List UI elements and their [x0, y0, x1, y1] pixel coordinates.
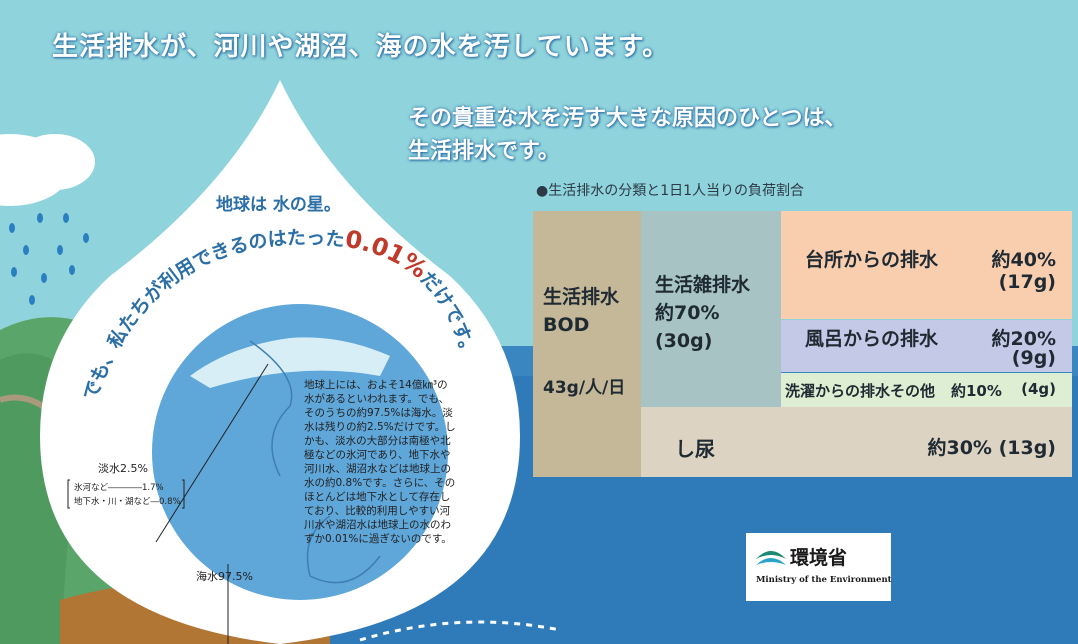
description-line: 河川水、湖沼水などは地球上の — [304, 463, 451, 475]
subhead-line-1: その貴重な水を汚す大きな原因のひとつは、 — [408, 106, 847, 131]
gray-water-line-3: (30g) — [655, 330, 713, 352]
bath-label: 風呂からの排水 — [805, 328, 939, 350]
bracket-left — [67, 479, 70, 509]
continent-outline-2 — [306, 515, 381, 584]
description-line: ずか0.01%に過ぎないのです。 — [304, 533, 452, 545]
description-line: 川水や湖沼水は地球上の水のわ — [304, 519, 451, 531]
description-line: 水の約0.8%です。さらに、その — [304, 477, 456, 489]
cell-laundry: 洗濯からの排水その他 約10% (4g) — [781, 373, 1072, 407]
description-line: かも、淡水の大部分は南極や北 — [304, 435, 451, 447]
cell-gray-water: 生活雑排水 約70% (30g) — [641, 211, 781, 407]
dotted-wave — [359, 620, 561, 642]
description-line: 極などの氷河であり、地下水や — [304, 449, 451, 461]
laundry-percent: 約10% — [951, 382, 1002, 400]
cell-domestic-wastewater-bod: 生活排水 BOD 43g/人/日 — [533, 211, 641, 477]
freshwater-label: 淡水2.5% — [98, 462, 148, 475]
kitchen-label: 台所からの排水 — [805, 249, 939, 271]
bath-percent: 約20% — [991, 328, 1056, 350]
bod-value: 43g/人/日 — [543, 378, 626, 398]
groundwater-label: 地下水・川・湖など―0.8% — [74, 496, 181, 507]
human-waste-value: 約30% (13g) — [927, 437, 1056, 459]
water-drop-figure: 地球は 水の星。 でも、私たちが利用できるのはたった0.01%だけです。 淡水2… — [40, 80, 520, 644]
laundry-grams: (4g) — [1021, 380, 1056, 398]
description-line: 地球上には、およそ14億㎞³の — [304, 379, 448, 391]
kitchen-grams: (17g) — [998, 271, 1056, 293]
description-line: そのうちの約97.5%は海水。淡 — [304, 407, 453, 419]
laundry-label: 洗濯からの排水その他 — [785, 382, 936, 400]
table-title: ●生活排水の分類と1日1人当りの負荷割合 — [536, 183, 805, 199]
subhead-line-2: 生活排水です。 — [408, 139, 560, 164]
description-line: 水があるといわれます。でも、 — [304, 393, 450, 405]
cell-kitchen: 台所からの排水 約40% (17g) — [781, 211, 1072, 319]
earth-description: 地球上には、およそ14億㎞³の 水があるといわれます。でも、 そのうちの約97.… — [304, 378, 484, 546]
gray-water-text: 生活雑排水 約70% (30g) — [655, 271, 750, 355]
bod-line-2: BOD — [543, 314, 590, 336]
description-line: 水は残りの約2.5%だけです。し — [304, 421, 456, 433]
bath-grams: (9g) — [1011, 347, 1056, 369]
rain-drops-icon — [9, 213, 89, 305]
headline: 生活排水が、河川や湖沼、海の水を汚しています。 — [52, 32, 670, 62]
ministry-logo: 環境省 Ministry of the Environment — [746, 533, 892, 601]
bod-heading: 生活排水 BOD — [543, 283, 619, 339]
glacier-label: 氷河など――――1.7% — [74, 482, 164, 493]
polar-ice — [190, 337, 390, 388]
bod-line-1: 生活排水 — [543, 286, 620, 308]
kitchen-percent: 約40% — [991, 249, 1056, 271]
gray-water-line-2: 約70% — [655, 302, 720, 324]
freshwater-pointer — [155, 363, 269, 543]
description-line: ており、比較的利用しやすい河 — [304, 505, 451, 517]
gray-water-line-1: 生活雑排水 — [655, 274, 751, 296]
continent-outline — [249, 340, 293, 477]
description-line: ほとんどは地下水として存在し — [304, 491, 451, 503]
ministry-name-jp: 環境省 — [790, 547, 848, 569]
subhead: その貴重な水を汚す大きな原因のひとつは、 生活排水です。 — [408, 102, 846, 168]
bracket-right — [182, 479, 185, 509]
human-waste-label: し尿 — [675, 437, 715, 461]
cell-bath: 風呂からの排水 約20% (9g) — [781, 320, 1072, 372]
cloud-puff — [15, 134, 95, 190]
seawater-label: 海水97.5% — [196, 569, 253, 583]
cell-human-waste: し尿 約30% (13g) — [641, 407, 1072, 477]
ministry-emblem-icon — [756, 551, 786, 565]
earth-title: 地球は 水の星。 — [216, 194, 341, 215]
ministry-name-en: Ministry of the Environment — [756, 575, 892, 585]
